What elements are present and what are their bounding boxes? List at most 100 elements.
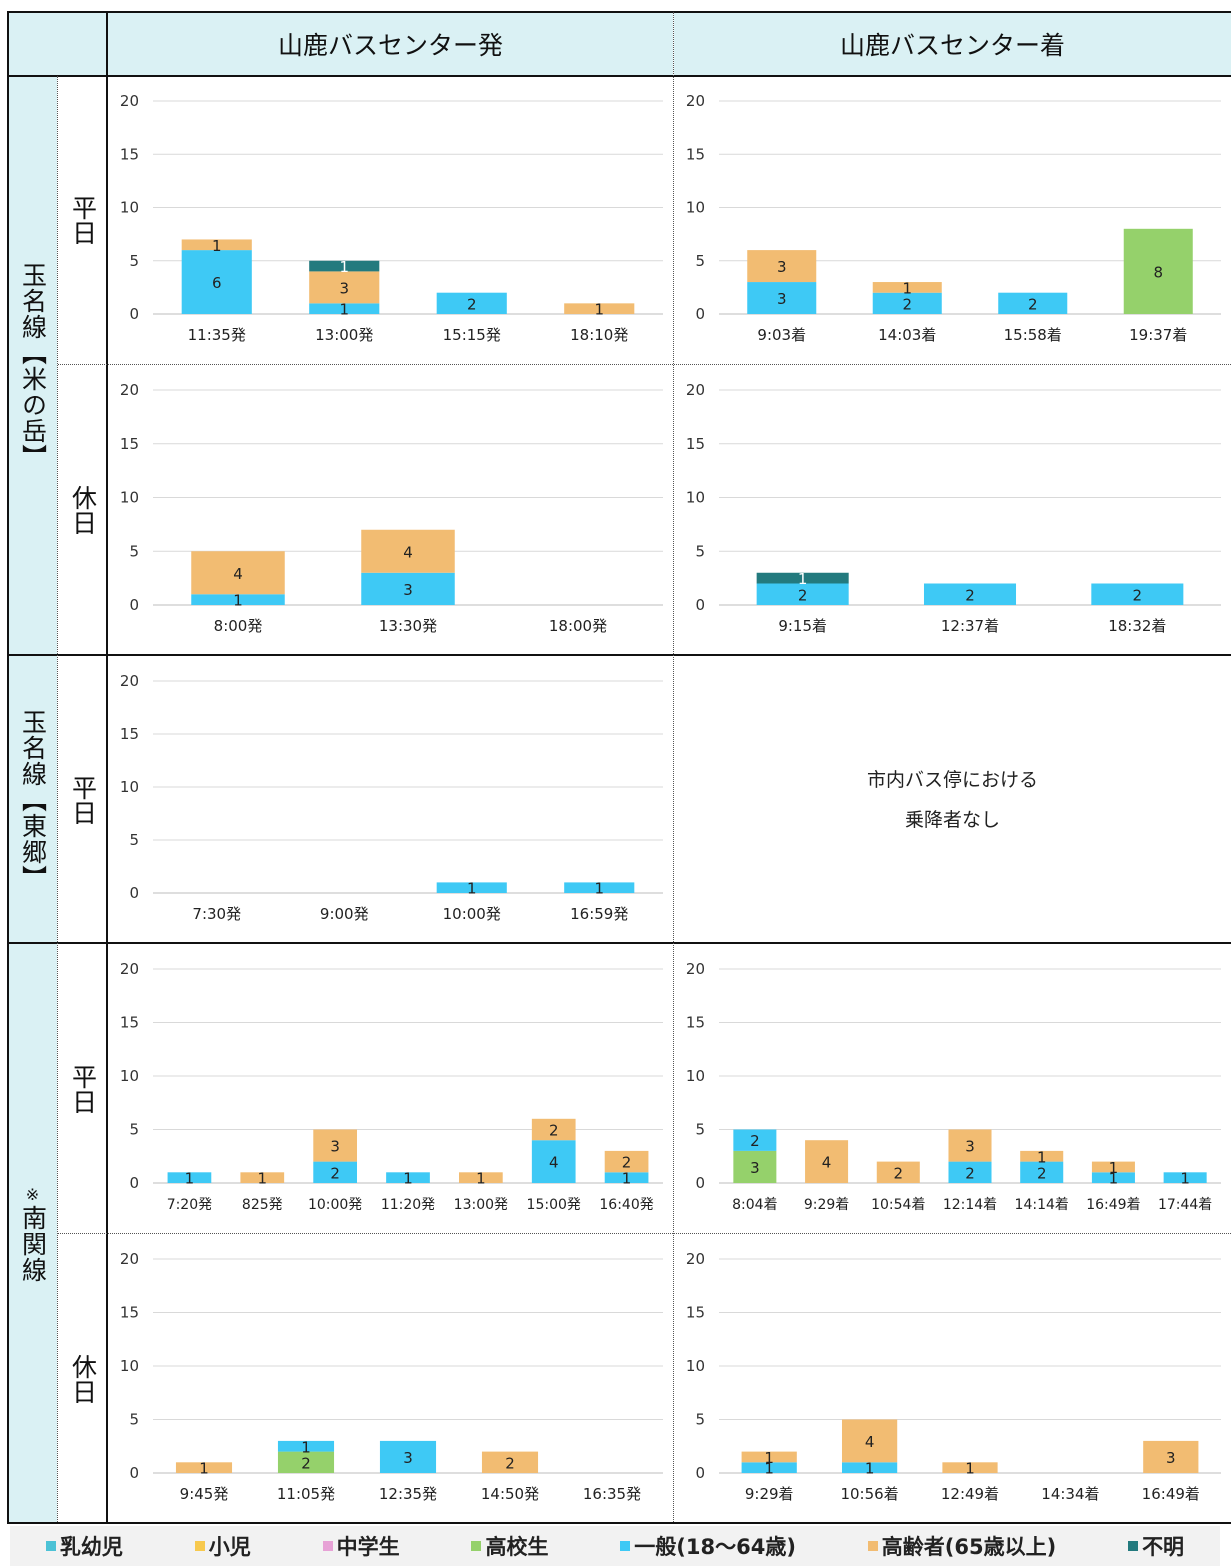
bar-segment [747, 250, 817, 283]
x-tick-label: 15:15発 [443, 326, 501, 344]
data-label: 3 [403, 581, 413, 599]
bar-segment [756, 583, 849, 605]
bar-segment [277, 1451, 335, 1473]
data-label: 1 [258, 1170, 268, 1188]
border-left [7, 11, 9, 1524]
x-tick-label: 18:00発 [549, 617, 607, 635]
x-tick-label: 12:14着 [943, 1197, 997, 1213]
bar-segment [998, 292, 1068, 314]
data-label: 1 [476, 1170, 486, 1188]
x-tick-label: 14:03着 [878, 326, 936, 344]
bar-segment [942, 1462, 998, 1473]
no-passenger-note: 市内バス停における 乗降者なし [674, 656, 1231, 943]
chart-panel-yonenotake-weekday-departure: 0 5 10 15 20 6 1 11:35発 1 3 1 13:00発 2 15:15発 1 18:10発 [108, 76, 673, 364]
x-tick-label: 19:37着 [1129, 326, 1187, 344]
data-label: 6 [212, 274, 222, 292]
y-tick-label: 20 [686, 92, 705, 110]
legend-item: 不明 [1128, 1531, 1184, 1561]
x-tick-label: 12:35発 [379, 1485, 437, 1503]
legend-label: 高齢者(65歳以上) [881, 1535, 1057, 1559]
y-tick-label: 15 [686, 145, 705, 163]
x-tick-label: 10:54着 [871, 1197, 925, 1213]
data-label: 1 [199, 1460, 209, 1478]
chart-panel-yonenotake-holiday-departure: 0 5 10 15 20 1 4 8:00発 3 4 13:30発 18:00発 [108, 365, 673, 655]
bar-segment [379, 1440, 437, 1473]
bar-segment [191, 551, 285, 595]
data-label: 2 [798, 586, 808, 604]
x-tick-label: 16:40発 [599, 1197, 653, 1213]
divider-route-daytype [57, 76, 58, 1522]
y-tick-label: 20 [120, 672, 139, 690]
data-label: 1 [403, 1170, 413, 1188]
x-tick-label: 11:05発 [277, 1485, 335, 1503]
border-header-bottom [8, 75, 1231, 77]
bar-segment [948, 1161, 992, 1183]
data-label: 2 [965, 586, 975, 604]
y-tick-label: 5 [129, 542, 139, 560]
bar-segment [277, 1440, 335, 1452]
bar-segment [1020, 1150, 1064, 1162]
data-label: 1 [594, 301, 604, 319]
data-label: 1 [622, 1170, 632, 1188]
divider-r1-weekday-holiday [58, 364, 1231, 365]
bar-segment [741, 1462, 797, 1473]
y-tick-label: 20 [120, 960, 139, 978]
legend-label: 中学生 [336, 1535, 400, 1559]
data-label: 2 [622, 1154, 632, 1172]
bar-segment [1123, 228, 1193, 314]
bar-segment [459, 1172, 503, 1183]
x-tick-label: 10:00発 [308, 1197, 362, 1213]
x-tick-label: 14:14着 [1015, 1197, 1069, 1213]
daytype-holiday-r1: 休日 [68, 485, 98, 535]
bar-segment [531, 1118, 576, 1141]
y-tick-label: 0 [129, 1174, 139, 1192]
x-tick-label: 13:30発 [379, 617, 437, 635]
bar-segment [309, 260, 380, 272]
y-tick-label: 0 [129, 596, 139, 614]
y-tick-label: 5 [695, 252, 705, 270]
y-tick-label: 10 [686, 1067, 705, 1085]
chart-panel-nankan-holiday-arrival: 0 5 10 15 20 1 1 9:29着 1 4 10:56着 1 12:49着 14:34着 3 16:… [674, 1234, 1231, 1523]
data-label: 3 [403, 1449, 413, 1467]
bar-segment [733, 1150, 777, 1183]
y-tick-label: 10 [120, 778, 139, 796]
bar-segment [923, 583, 1017, 605]
data-label: 3 [965, 1138, 975, 1156]
bar-segment [1091, 1161, 1135, 1173]
y-tick-label: 10 [686, 489, 705, 507]
daytype-weekday-r3: 平日 [68, 1063, 98, 1114]
bar-segment [181, 239, 252, 251]
bar-segment [175, 1462, 233, 1473]
bar-segment [604, 1150, 649, 1173]
y-tick-label: 5 [129, 252, 139, 270]
chart-svg: 0 5 10 15 20 7:30発 9:00発 1 10:00発 1 16:59発 [120, 672, 663, 923]
data-label: 3 [330, 1138, 340, 1156]
data-label: 3 [750, 1159, 760, 1177]
y-tick-label: 20 [686, 1250, 705, 1268]
data-label: 3 [339, 279, 349, 297]
data-label: 1 [212, 237, 222, 255]
bar-segment [167, 1172, 212, 1183]
x-tick-label: 11:20発 [381, 1197, 435, 1213]
y-tick-label: 15 [120, 435, 139, 453]
data-label: 1 [1109, 1170, 1119, 1188]
y-tick-label: 10 [120, 199, 139, 217]
bar-segment [481, 1451, 539, 1473]
bar-segment [948, 1129, 992, 1162]
y-tick-label: 20 [120, 92, 139, 110]
y-tick-label: 10 [686, 199, 705, 217]
data-label: 4 [549, 1154, 559, 1172]
legend-label: 高校生 [485, 1535, 549, 1559]
data-label: 1 [339, 258, 349, 276]
y-tick-label: 0 [129, 884, 139, 902]
x-tick-label: 16:59発 [570, 905, 628, 923]
bar-segment [564, 303, 635, 314]
border-label-column [106, 11, 108, 1524]
bar-segment [872, 282, 942, 293]
legend-swatch [620, 1541, 631, 1551]
data-label: 1 [1180, 1170, 1190, 1188]
x-tick-label: 10:00発 [443, 905, 501, 923]
x-tick-label: 17:44着 [1158, 1197, 1212, 1213]
